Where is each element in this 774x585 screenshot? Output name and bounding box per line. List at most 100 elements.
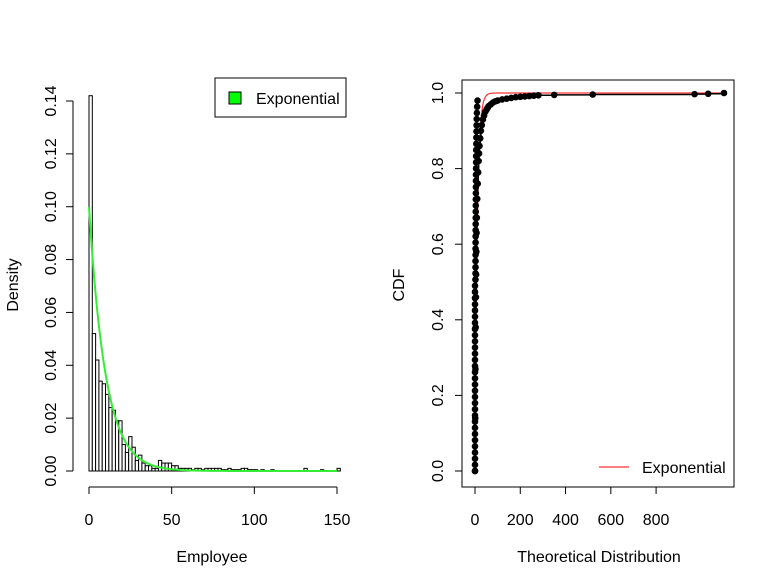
ecdf-point — [471, 344, 479, 351]
ecdf-point — [472, 239, 479, 246]
y-axis-label: CDF — [391, 268, 408, 301]
ecdf-point — [471, 405, 479, 413]
ecdf-point — [473, 121, 480, 129]
ecdf-point — [471, 461, 479, 469]
x-tick-label: 600 — [597, 512, 624, 529]
ecdf-point — [471, 449, 479, 456]
ecdf-point — [720, 89, 728, 97]
y-tick-label: 0.00 — [43, 455, 60, 486]
ecdf-point — [471, 307, 479, 314]
legend: Exponential — [599, 460, 726, 477]
legend-entry: Exponential — [256, 91, 340, 108]
x-axis: 0 200 400 600 800 — [471, 486, 670, 529]
y-tick-label: 1.0 — [430, 82, 447, 104]
x-tick-label: 100 — [241, 512, 268, 529]
ecdf-point — [476, 135, 484, 142]
ecdf-point — [471, 350, 479, 357]
y-tick-label: 0.08 — [43, 244, 60, 275]
ecdf-point — [475, 157, 482, 165]
ecdf-point — [471, 393, 479, 401]
histogram-panel: 0 50 100 150 0.000.020.040.060.080.100.120.… — [5, 77, 351, 566]
ecdf-point — [471, 387, 479, 395]
ecdf-point — [472, 271, 480, 278]
ecdf-point — [474, 97, 481, 104]
ecdf-point — [472, 220, 479, 228]
ecdf-point — [471, 424, 479, 432]
x-tick-label: 200 — [507, 512, 534, 529]
ecdf-point — [471, 301, 479, 308]
ecdf-point — [472, 202, 480, 209]
x-tick-label: 50 — [163, 512, 181, 529]
ecdf-point — [471, 467, 479, 475]
x-tick-label: 800 — [643, 512, 670, 529]
ecdf-point — [474, 169, 482, 176]
y-tick-label: 0.0 — [430, 460, 447, 482]
ecdf-point — [474, 180, 482, 188]
x-tick-label: 0 — [85, 512, 94, 529]
ecdf-point — [473, 214, 481, 222]
y-axis: 0.00 0.02 0.04 0.06 0.08 0.10 0.12 0.14 — [43, 85, 74, 487]
y-tick-label: 0.10 — [43, 191, 60, 222]
ecdf-point — [472, 208, 480, 215]
ecdf-point — [471, 436, 479, 444]
ecdf-point — [550, 91, 558, 99]
ecdf-point — [473, 195, 481, 203]
x-tick-label: 400 — [552, 512, 579, 529]
ecdf-point — [473, 229, 480, 237]
y-tick-label: 0.4 — [430, 309, 447, 331]
ecdf-point — [704, 90, 712, 98]
y-tick-label: 0.06 — [43, 297, 60, 328]
ecdf-point — [472, 263, 479, 271]
ecdf-point — [471, 288, 479, 296]
ecdf-point — [471, 331, 479, 339]
exponential-density-curve — [88, 206, 337, 472]
empirical-cdf-points — [471, 89, 728, 475]
y-tick-label: 0.6 — [430, 233, 447, 255]
y-tick-label: 0.04 — [43, 350, 60, 381]
ecdf-point — [477, 127, 485, 135]
ecdf-point — [471, 381, 479, 388]
histogram-bars — [88, 95, 341, 472]
histogram-bar — [88, 95, 93, 472]
ecdf-point — [478, 121, 486, 129]
legend-entry: Exponential — [642, 460, 726, 477]
x-axis-label: Employee — [176, 549, 247, 566]
ecdf-point — [471, 313, 479, 320]
ecdf-point — [471, 399, 479, 407]
y-tick-label: 0.8 — [430, 157, 447, 179]
ecdf-point — [472, 189, 480, 197]
x-axis-label: Theoretical Distribution — [517, 549, 681, 566]
y-axis-label: Density — [5, 258, 22, 311]
x-axis: 0 50 100 150 — [85, 486, 351, 529]
ecdf-point — [471, 338, 479, 345]
ecdf-point — [473, 248, 480, 256]
legend: Exponential — [214, 77, 347, 118]
plot-frame — [461, 79, 735, 488]
y-tick-label: 0.12 — [43, 138, 60, 169]
ecdf-point — [475, 150, 483, 157]
ecdf-point — [471, 375, 479, 382]
legend-swatch — [228, 91, 242, 105]
ecdf-point — [471, 443, 479, 450]
x-tick-label: 0 — [471, 512, 480, 529]
y-axis: 0.0 0.2 0.4 0.6 0.8 1.0 — [430, 82, 463, 482]
histogram-bar — [131, 446, 136, 472]
y-tick-label: 0.14 — [43, 85, 60, 116]
ecdf-point — [472, 276, 479, 283]
ecdf-point — [472, 365, 479, 373]
ecdf-point — [471, 455, 479, 462]
ecdf-point — [472, 293, 480, 301]
exponential-cdf-curve — [474, 92, 724, 472]
ecdf-point — [691, 90, 698, 98]
ecdf-point — [472, 257, 479, 265]
ecdf-point — [589, 91, 597, 98]
empirical-cdf-steps — [474, 93, 725, 472]
ecdf-point — [473, 103, 481, 111]
ecdf-point — [472, 324, 479, 331]
y-tick-label: 0.2 — [430, 384, 447, 406]
ecdf-point — [476, 142, 483, 150]
x-tick-label: 150 — [324, 512, 351, 529]
cdf-panel: 0 200 400 600 800 0.0 0.2 0.4 0.6 0.8 1.0 Theoret… — [391, 79, 735, 566]
ecdf-point — [471, 356, 479, 364]
